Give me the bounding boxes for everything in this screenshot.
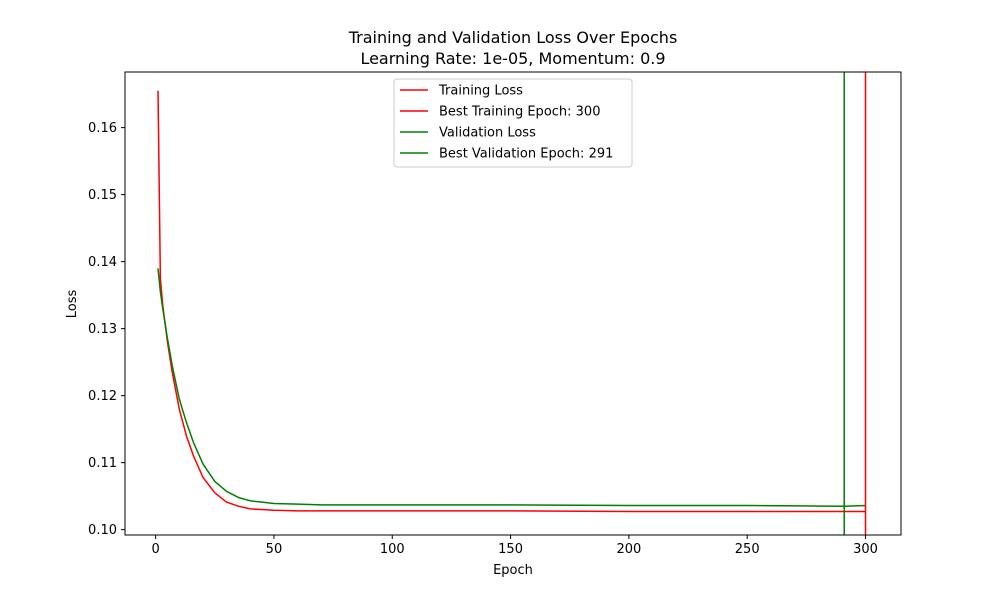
- y-tick-label: 0.12: [88, 389, 117, 404]
- x-tick-label: 50: [266, 542, 283, 557]
- x-axis-label: Epoch: [493, 563, 533, 578]
- legend-label: Best Training Epoch: 300: [439, 105, 600, 120]
- y-tick-label: 0.13: [88, 322, 117, 337]
- y-tick-label: 0.14: [88, 255, 117, 270]
- y-tick-label: 0.15: [88, 188, 117, 203]
- plot-area-frame: [124, 71, 902, 536]
- y-tick-label: 0.11: [88, 456, 117, 471]
- chart-subtitle: Learning Rate: 1e-05, Momentum: 0.9: [360, 49, 666, 68]
- y-axis-label: Loss: [65, 290, 80, 319]
- legend-label: Training Loss: [438, 84, 523, 99]
- x-tick-label: 100: [380, 542, 405, 557]
- x-tick-label: 200: [616, 542, 641, 557]
- legend-label: Best Validation Epoch: 291: [439, 147, 613, 162]
- x-tick-label: 250: [735, 542, 760, 557]
- legend: Training Loss Best Training Epoch: 300 Val…: [393, 78, 633, 168]
- legend-label: Validation Loss: [439, 126, 536, 141]
- x-tick-label: 0: [152, 542, 160, 557]
- legend-box: [393, 78, 633, 168]
- x-tick-label: 300: [853, 542, 878, 557]
- series-line-validation-loss: [157, 268, 866, 507]
- chart-title-block: Training and Validation Loss Over Epochs…: [125, 27, 901, 69]
- chart-title: Training and Validation Loss Over Epochs: [348, 28, 678, 47]
- y-tick-label: 0.10: [88, 523, 117, 538]
- y-tick-label: 0.16: [88, 121, 117, 136]
- x-tick-label: 150: [498, 542, 523, 557]
- series-line-training-loss: [157, 90, 866, 513]
